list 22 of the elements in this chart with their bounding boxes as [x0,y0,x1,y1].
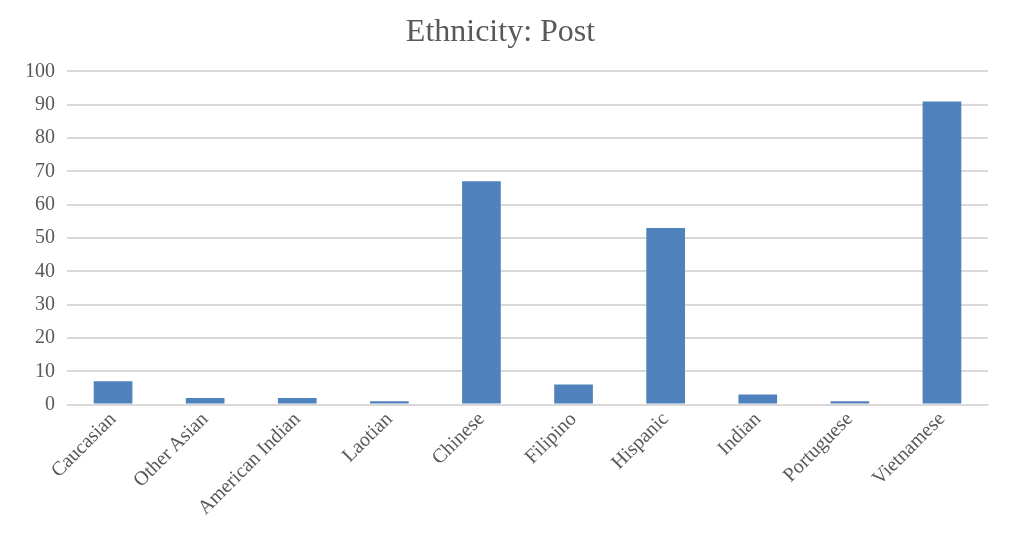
bar [370,401,409,404]
bar [554,384,593,404]
bar [738,394,778,404]
y-tick-label: 40 [35,258,55,281]
y-tick-label: 30 [35,291,55,314]
y-tick-label: 0 [45,391,55,414]
bar [462,181,501,404]
y-tick-label: 70 [35,158,55,181]
y-tick-label: 20 [35,325,55,348]
y-tick-label: 60 [35,191,55,214]
y-tick-label: 80 [35,125,55,148]
y-tick-label: 50 [35,225,55,248]
bar [830,401,870,404]
bar [185,397,225,404]
y-tick-label: 100 [25,58,55,81]
bar [922,101,962,404]
bar [93,381,133,404]
chart-title: Ethnicity: Post [405,11,596,48]
bar [646,228,685,404]
y-tick-label: 10 [35,358,55,381]
bar [277,397,317,404]
y-tick-label: 90 [35,91,55,114]
